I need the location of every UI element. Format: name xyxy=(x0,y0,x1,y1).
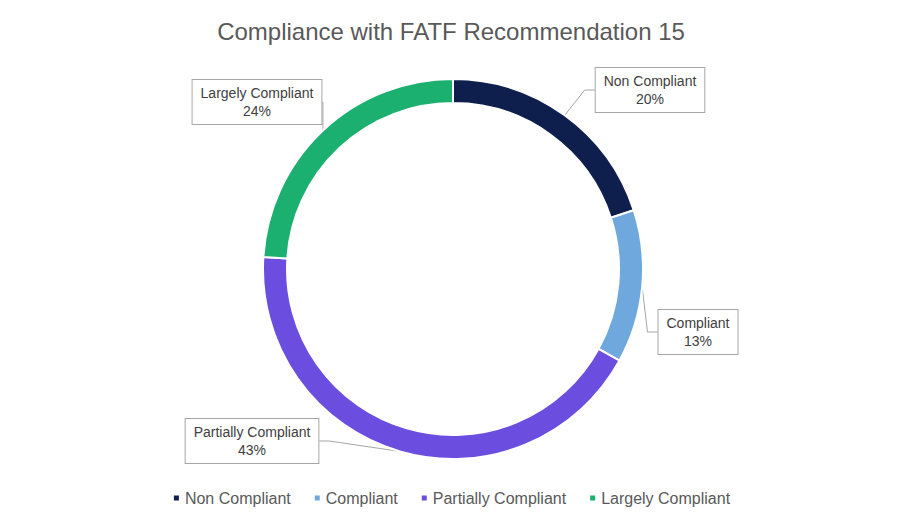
svg-text:Compliant: Compliant xyxy=(666,315,729,331)
svg-text:Largely Compliant: Largely Compliant xyxy=(601,490,731,507)
svg-text:Partially Compliant: Partially Compliant xyxy=(433,490,567,507)
svg-text:Non Compliant: Non Compliant xyxy=(185,490,291,507)
svg-text:Non Compliant: Non Compliant xyxy=(604,73,697,89)
svg-text:43%: 43% xyxy=(238,442,266,458)
svg-text:20%: 20% xyxy=(636,91,664,107)
svg-text:Partially Compliant: Partially Compliant xyxy=(194,424,311,440)
svg-text:24%: 24% xyxy=(243,103,271,119)
svg-text:Largely Compliant: Largely Compliant xyxy=(201,85,314,101)
svg-text:13%: 13% xyxy=(684,333,712,349)
svg-text:Compliance with FATF Recommend: Compliance with FATF Recommendation 15 xyxy=(217,18,685,45)
svg-text:Compliant: Compliant xyxy=(326,490,399,507)
